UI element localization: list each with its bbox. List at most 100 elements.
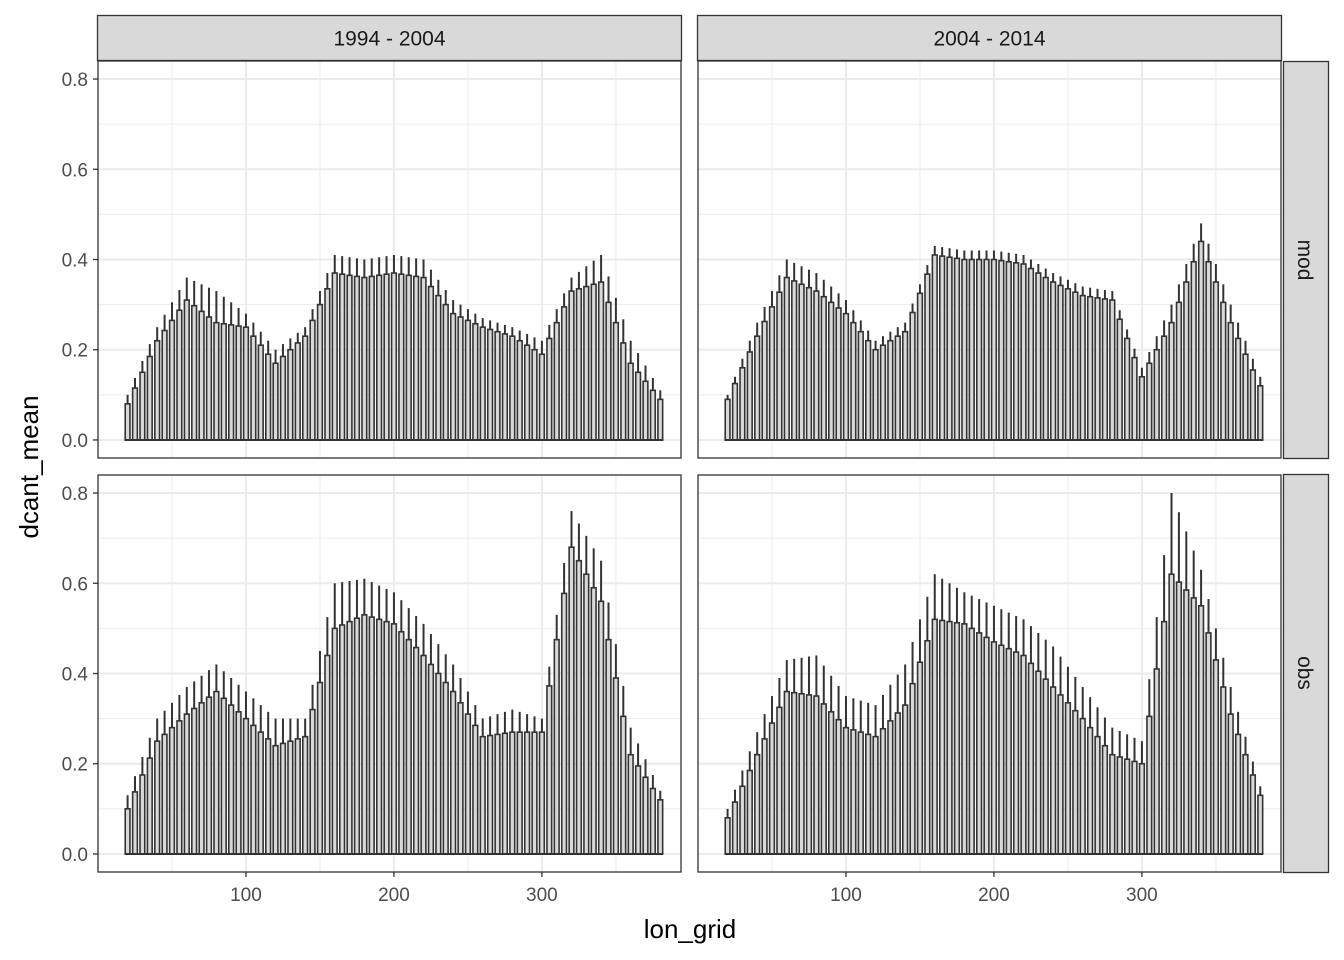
bar (975, 258, 983, 441)
y-tick-label: 0.0 (62, 845, 88, 866)
bar (739, 366, 746, 441)
bar (1212, 281, 1220, 441)
bar (427, 285, 435, 441)
row-strip-1: mod (1282, 60, 1330, 460)
bar (864, 339, 872, 441)
bar (560, 306, 568, 441)
bar (309, 319, 316, 441)
y-tick-label: 0.4 (62, 665, 89, 686)
bar (597, 281, 605, 441)
bar (1160, 335, 1168, 441)
y-tick-label: 0.6 (62, 574, 88, 595)
bar (1027, 267, 1035, 441)
bar (264, 353, 272, 441)
panel-obs-2004-2014 (697, 474, 1282, 873)
bar (139, 371, 146, 441)
row-strip-1-box (1282, 60, 1330, 460)
bar (257, 344, 264, 441)
bar (1064, 288, 1072, 441)
y-tick-label: 0.4 (62, 251, 89, 272)
bar (494, 330, 501, 441)
bar (420, 654, 427, 855)
bar (1175, 301, 1183, 441)
bar (331, 627, 338, 855)
bar (961, 258, 968, 441)
bar (205, 316, 213, 441)
bar (375, 618, 383, 855)
bar (761, 738, 768, 855)
bar (124, 808, 131, 855)
bar (220, 322, 227, 441)
bar (131, 387, 139, 441)
bar (205, 696, 213, 855)
bar (1086, 295, 1094, 441)
bar (287, 348, 294, 441)
bar (346, 620, 353, 855)
bar (146, 355, 153, 441)
bar (176, 309, 183, 441)
bar (361, 614, 368, 855)
bar (634, 371, 642, 441)
bar (791, 280, 798, 441)
bar (1249, 369, 1257, 441)
bar (154, 740, 161, 855)
bar (1109, 753, 1116, 855)
bar (1205, 260, 1212, 441)
bar (1160, 620, 1168, 855)
bar (776, 706, 783, 855)
bar (990, 641, 998, 855)
row-strip-2-box (1282, 473, 1330, 874)
x-tick-label: 300 (526, 885, 558, 906)
bar (620, 342, 627, 441)
panel-border (697, 60, 1282, 459)
bar (494, 733, 501, 855)
y-tick-label: 0.0 (62, 431, 88, 452)
bar (301, 335, 309, 441)
bar (768, 722, 776, 855)
bar (1049, 281, 1057, 441)
row-strip-2: obs (1282, 473, 1330, 874)
bar (1035, 670, 1042, 855)
y-tick-label: 0.6 (62, 160, 88, 181)
bar-series (124, 511, 664, 855)
bar (916, 292, 924, 441)
bar (739, 785, 746, 855)
bar (946, 256, 953, 441)
bar (916, 661, 924, 855)
y-tick-label: 0.8 (62, 484, 88, 505)
bar (828, 301, 835, 441)
column-strip-2-label: 2004 - 2014 (933, 28, 1045, 51)
bar (353, 275, 361, 441)
bar (272, 362, 279, 441)
bar (287, 740, 294, 855)
bar (442, 303, 449, 441)
bar (776, 291, 783, 441)
bar (605, 301, 612, 441)
bar (731, 801, 739, 855)
bar (1131, 356, 1138, 441)
bar (457, 316, 464, 441)
bar (649, 389, 657, 441)
bar (1042, 276, 1049, 441)
bar (509, 335, 516, 441)
bar (857, 330, 864, 441)
bar (1153, 348, 1160, 441)
bar (1183, 281, 1190, 441)
x-tick-label: 100 (830, 885, 862, 906)
bar (531, 348, 538, 441)
bar (523, 731, 531, 855)
bar (161, 733, 168, 855)
bar (1005, 260, 1012, 441)
bar (161, 329, 168, 441)
bar (501, 732, 509, 855)
bar (449, 690, 457, 855)
panel-obs-1994-2004 (97, 474, 682, 873)
bar (553, 321, 560, 441)
bar (649, 787, 657, 855)
bar (813, 290, 820, 441)
y-tick-label: 0.2 (62, 341, 88, 362)
bar (235, 325, 242, 441)
bar (938, 255, 946, 441)
bar (805, 286, 813, 441)
